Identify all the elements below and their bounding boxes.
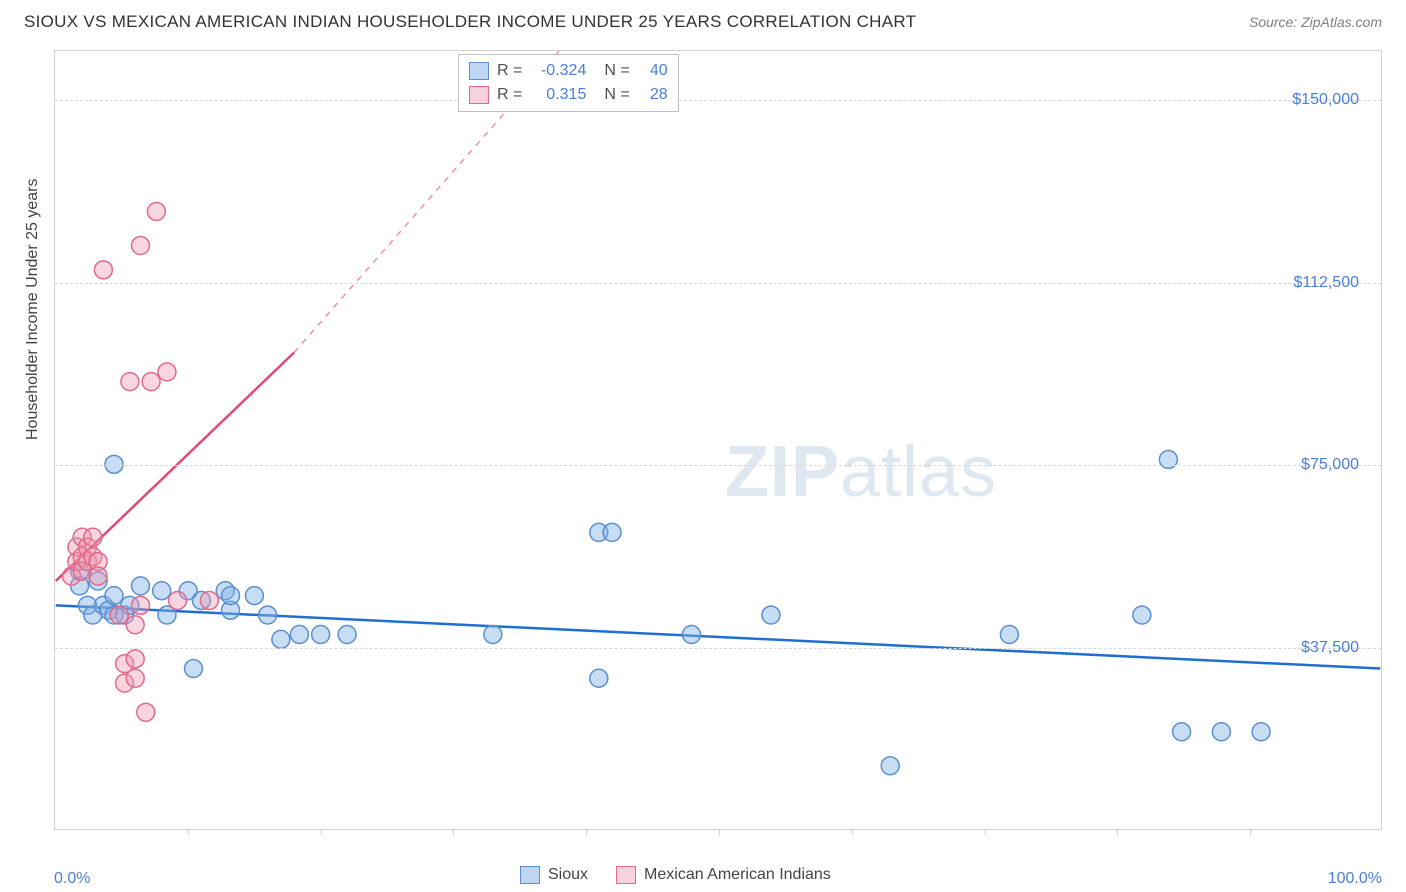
data-point xyxy=(110,606,128,624)
data-point xyxy=(121,373,139,391)
x-axis-min-label: 0.0% xyxy=(54,870,90,888)
legend-swatch xyxy=(616,866,636,884)
data-point xyxy=(142,373,160,391)
data-point xyxy=(105,455,123,473)
chart-title: SIOUX VS MEXICAN AMERICAN INDIAN HOUSEHO… xyxy=(24,12,916,32)
legend-r-label: R = xyxy=(497,59,522,83)
x-tick xyxy=(586,829,587,835)
data-point xyxy=(89,567,107,585)
legend-r-label: R = xyxy=(497,83,522,107)
legend-item: Sioux xyxy=(520,866,588,884)
chart-area: ZIPatlas $37,500$75,000$112,500$150,000 xyxy=(54,50,1382,830)
header: SIOUX VS MEXICAN AMERICAN INDIAN HOUSEHO… xyxy=(0,0,1406,42)
data-point xyxy=(762,606,780,624)
data-point xyxy=(1133,606,1151,624)
legend-row: R = 0.315 N = 28 xyxy=(469,83,668,107)
y-axis-label: Householder Income Under 25 years xyxy=(24,179,42,440)
legend-n-label: N = xyxy=(604,59,629,83)
legend-n-value: 40 xyxy=(638,59,668,83)
x-tick xyxy=(852,829,853,835)
data-point xyxy=(158,363,176,381)
x-tick xyxy=(453,829,454,835)
legend-r-value: 0.315 xyxy=(530,83,586,107)
data-point xyxy=(153,582,171,600)
data-point xyxy=(312,626,330,644)
data-point xyxy=(590,669,608,687)
x-tick xyxy=(188,829,189,835)
legend-n-value: 28 xyxy=(638,83,668,107)
legend-swatch xyxy=(469,62,489,80)
data-point xyxy=(290,626,308,644)
legend-label: Sioux xyxy=(548,866,588,884)
legend-swatch xyxy=(469,86,489,104)
data-point xyxy=(94,261,112,279)
legend-r-value: -0.324 xyxy=(530,59,586,83)
data-point xyxy=(881,757,899,775)
data-point xyxy=(259,606,277,624)
x-tick xyxy=(1117,829,1118,835)
trend-line xyxy=(56,605,1381,668)
data-point xyxy=(184,660,202,678)
data-point xyxy=(131,237,149,255)
y-tick-label: $37,500 xyxy=(1301,639,1359,657)
data-point xyxy=(137,703,155,721)
y-tick-label: $75,000 xyxy=(1301,456,1359,474)
data-point xyxy=(1173,723,1191,741)
data-point xyxy=(603,523,621,541)
data-point xyxy=(126,650,144,668)
gridline xyxy=(55,465,1381,466)
scatter-plot-svg xyxy=(55,51,1381,829)
data-point xyxy=(84,528,102,546)
data-point xyxy=(131,596,149,614)
data-point xyxy=(272,630,290,648)
x-tick xyxy=(985,829,986,835)
legend-swatch xyxy=(520,866,540,884)
y-tick-label: $150,000 xyxy=(1292,91,1359,109)
data-point xyxy=(169,591,187,609)
data-point xyxy=(683,626,701,644)
series-legend: Sioux Mexican American Indians xyxy=(520,866,831,884)
x-tick xyxy=(1250,829,1251,835)
x-axis-max-label: 100.0% xyxy=(1328,870,1382,888)
data-point xyxy=(1212,723,1230,741)
y-tick-label: $112,500 xyxy=(1293,274,1359,292)
data-point xyxy=(245,587,263,605)
data-point xyxy=(338,626,356,644)
data-point xyxy=(484,626,502,644)
legend-label: Mexican American Indians xyxy=(644,866,831,884)
data-point xyxy=(200,591,218,609)
x-tick xyxy=(321,829,322,835)
data-point xyxy=(126,616,144,634)
legend-n-label: N = xyxy=(604,83,629,107)
correlation-legend: R = -0.324 N = 40 R = 0.315 N = 28 xyxy=(458,54,679,112)
source-attribution: Source: ZipAtlas.com xyxy=(1249,14,1382,30)
gridline xyxy=(55,283,1381,284)
legend-row: R = -0.324 N = 40 xyxy=(469,59,668,83)
legend-item: Mexican American Indians xyxy=(616,866,831,884)
data-point xyxy=(105,587,123,605)
x-tick xyxy=(719,829,720,835)
data-point xyxy=(1000,626,1018,644)
data-point xyxy=(1252,723,1270,741)
gridline xyxy=(55,100,1381,101)
data-point xyxy=(126,669,144,687)
gridline xyxy=(55,648,1381,649)
data-point xyxy=(147,202,165,220)
data-point xyxy=(222,587,240,605)
data-point xyxy=(131,577,149,595)
